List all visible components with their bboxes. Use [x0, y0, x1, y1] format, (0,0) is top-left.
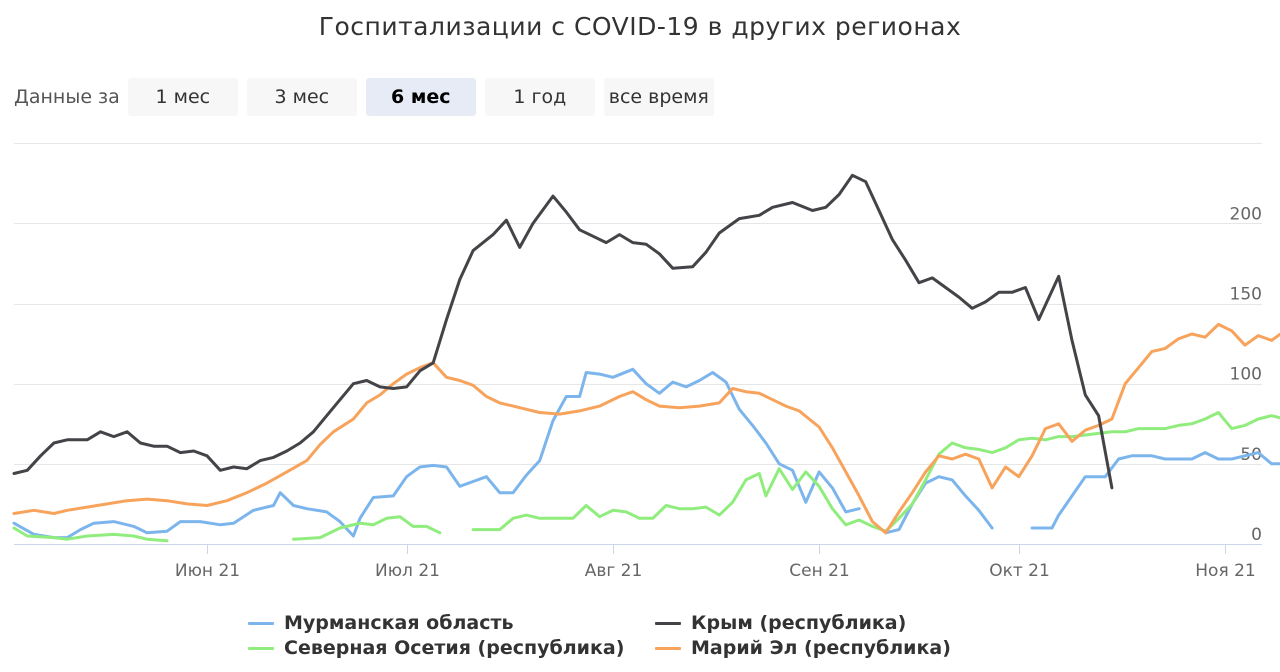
- x-tick-label: Сен 21: [789, 561, 849, 581]
- range-selector: Данные за 1 мес 3 мес 6 мес 1 год все вр…: [14, 78, 723, 116]
- legend-swatch-murmansk: [248, 621, 274, 625]
- series-line: [12, 322, 1280, 535]
- legend-label-crimea: Крым (республика): [691, 612, 907, 634]
- range-button-1-month[interactable]: 1 мес: [127, 78, 238, 116]
- legend: Мурманская область Крым (республика) Сев…: [0, 612, 1280, 672]
- legend-label-north-ossetia: Северная Осетия (республика): [284, 637, 625, 659]
- chart-title: Госпитализации с COVID-19 в других регио…: [318, 12, 962, 41]
- legend-item-mari-el[interactable]: Марий Эл (республика): [655, 637, 951, 659]
- range-selector-label: Данные за: [14, 86, 120, 108]
- y-tick-label: 100: [1230, 365, 1262, 385]
- legend-label-murmansk: Мурманская область: [284, 612, 514, 634]
- x-tick-label: Июн 21: [175, 561, 240, 581]
- series-line: [292, 515, 442, 541]
- range-button-6-months[interactable]: 6 мес: [365, 78, 476, 116]
- x-tick-label: Июл 21: [375, 561, 440, 581]
- series-line: [12, 367, 861, 540]
- legend-item-north-ossetia[interactable]: Северная Осетия (республика): [248, 637, 624, 659]
- series-line: [12, 173, 1114, 490]
- legend-label-mari-el: Марий Эл (республика): [691, 637, 951, 659]
- y-tick-label: 0: [1251, 525, 1262, 545]
- legend-item-crimea[interactable]: Крым (республика): [655, 612, 906, 634]
- series-line: [1030, 451, 1280, 530]
- x-tick-label: Ноя 21: [1195, 561, 1255, 581]
- range-button-1-year[interactable]: 1 год: [484, 78, 595, 116]
- legend-swatch-crimea: [655, 621, 681, 625]
- y-tick-label: 150: [1230, 285, 1262, 305]
- legend-swatch-mari-el: [655, 646, 681, 650]
- x-tick-label: Окт 21: [989, 561, 1050, 581]
- legend-item-murmansk[interactable]: Мурманская область: [248, 612, 514, 634]
- series-line: [884, 475, 994, 535]
- series-line: [471, 411, 1280, 533]
- range-button-all-time[interactable]: все время: [603, 78, 714, 116]
- series-line: [12, 526, 169, 543]
- legend-swatch-north-ossetia: [248, 646, 274, 650]
- x-tick-label: Авг 21: [585, 561, 643, 581]
- y-tick-label: 200: [1230, 204, 1262, 224]
- range-button-3-months[interactable]: 3 мес: [246, 78, 357, 116]
